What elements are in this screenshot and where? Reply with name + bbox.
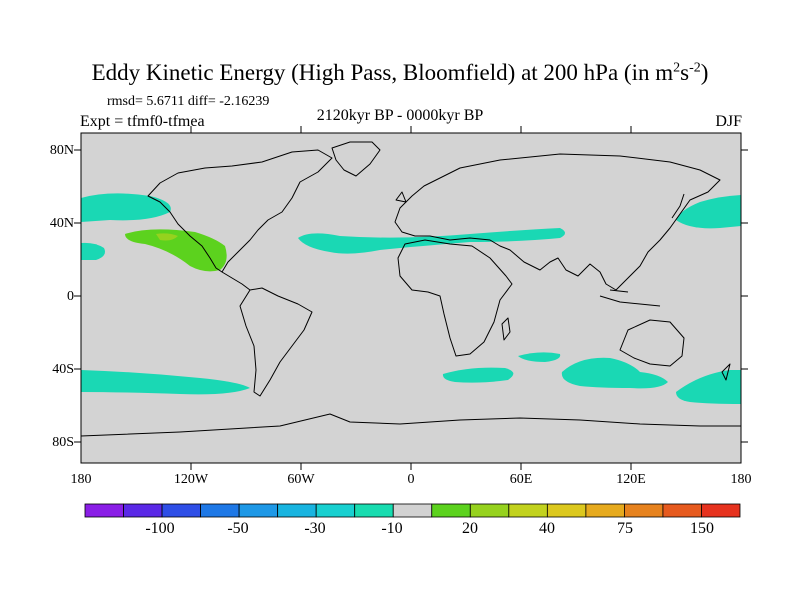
lat-label-80s: 80S — [52, 435, 74, 450]
new-zealand-coastline — [721, 363, 731, 381]
lon-label-0: 0 — [407, 472, 415, 487]
colorbar-swatch — [469, 503, 510, 518]
lat-label-40s: 40S — [52, 362, 74, 377]
anomaly-region-s-indian — [561, 357, 668, 389]
australia-coastline — [619, 319, 685, 367]
colorbar-swatch — [624, 503, 664, 518]
colorbar-swatch — [662, 503, 702, 518]
lon-label-120e: 120E — [616, 472, 646, 487]
coastlines — [81, 141, 741, 437]
colorbar-swatch — [84, 503, 124, 518]
anomaly-fields — [81, 193, 741, 404]
anomaly-region-s-indian-west — [518, 352, 561, 362]
colorbar-swatch — [315, 503, 356, 518]
lat-label-0: 0 — [67, 289, 74, 304]
anomaly-region-s-pacific — [81, 370, 250, 395]
lon-label-60e: 60E — [509, 472, 533, 487]
lat-label-40n: 40N — [49, 216, 74, 231]
colorbar-swatch — [238, 503, 279, 518]
colorbar-swatch — [277, 503, 317, 518]
antarctica-coastline — [81, 413, 741, 437]
uk-coastline — [395, 191, 407, 203]
period-label: 2120kyr BP - 0000kyr BP — [316, 107, 484, 124]
anomaly-region-e-pacific-west — [81, 242, 105, 260]
colorbar-label: -100 — [145, 520, 175, 537]
indonesia-coastline — [599, 289, 661, 307]
lon-label-180w: 180 — [70, 472, 92, 487]
colorbar-label: 75 — [617, 520, 633, 537]
experiment-label: Expt = tfmf0-tfmea — [80, 113, 205, 130]
colorbar-swatch — [392, 503, 433, 518]
anomaly-region-nw-pacific — [676, 195, 741, 229]
anomaly-region-s-atlantic — [442, 367, 514, 383]
colorbar-label: 150 — [690, 520, 714, 537]
colorbar-swatch — [585, 503, 625, 518]
africa-coastline — [397, 239, 513, 357]
stats-text: rmsd= 5.6711 diff= -2.16239 — [107, 94, 270, 109]
colorbar-label: 40 — [539, 520, 555, 537]
greenland-coastline — [331, 141, 381, 177]
colorbar-swatch — [701, 503, 741, 518]
anomaly-region-n-pacific — [81, 193, 171, 222]
lon-label-120w: 120W — [173, 472, 209, 487]
colorbar-label: -30 — [304, 520, 326, 537]
central-america-coastline — [221, 271, 251, 291]
colorbar-swatch — [546, 503, 587, 518]
anomaly-region-strong-positive — [156, 233, 178, 241]
japan-coastline — [671, 193, 685, 219]
season-label: DJF — [715, 113, 742, 130]
north-america-coastline — [147, 149, 333, 273]
colorbar-label: 20 — [462, 520, 478, 537]
lat-label-80n: 80N — [49, 143, 74, 158]
map-ticks — [74, 126, 748, 470]
colorbar-swatch — [200, 503, 240, 518]
colorbar-swatch — [508, 503, 548, 518]
colorbar — [84, 503, 741, 518]
eurasia-coastline — [394, 153, 721, 291]
lon-label-60w: 60W — [287, 472, 315, 487]
lon-label-180e: 180 — [730, 472, 752, 487]
page-title: Eddy Kinetic Energy (High Pass, Bloomfie… — [91, 60, 709, 85]
south-america-coastline — [239, 287, 313, 397]
colorbar-swatch — [431, 503, 471, 518]
colorbar-label: -50 — [227, 520, 249, 537]
map-background — [81, 133, 741, 463]
colorbar-label: -10 — [381, 520, 403, 537]
colorbar-swatch — [161, 503, 201, 518]
anomaly-region-positive-ne-pacific — [125, 229, 227, 272]
colorbar-swatch — [123, 503, 163, 518]
colorbar-swatch — [354, 503, 394, 518]
madagascar-coastline — [501, 317, 511, 341]
